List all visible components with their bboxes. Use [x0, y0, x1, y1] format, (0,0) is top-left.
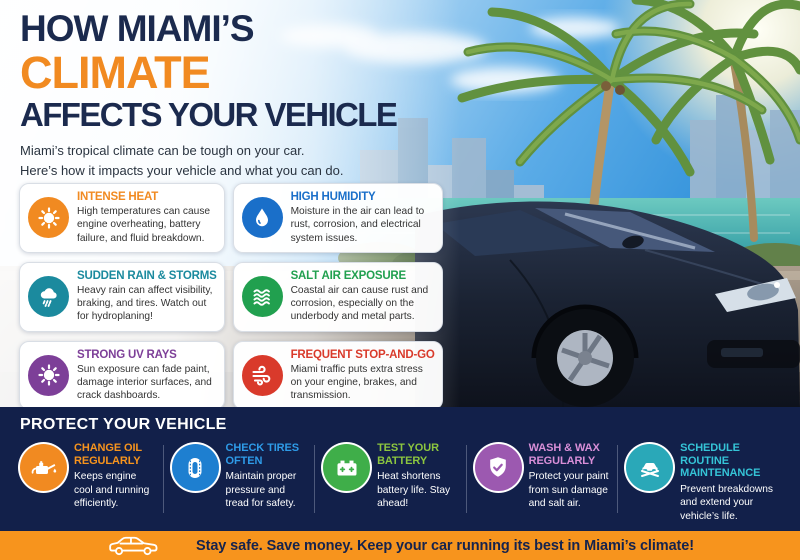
impact-card-title: FREQUENT STOP-AND-GO	[290, 348, 435, 361]
impact-card-text: FREQUENT STOP-AND-GO Miami traffic puts …	[291, 349, 435, 403]
protect-item-title: WASH & WAX REGULARLY	[528, 442, 600, 467]
protect-item-title: TEST YOUR BATTERY	[377, 442, 439, 467]
title-line-2: CLIMATE	[20, 46, 211, 98]
protect-item-change-oil: CHANGE OIL REGULARLY Keeps engine cool a…	[20, 442, 157, 511]
vertical-divider	[617, 445, 619, 514]
protect-item-check-tires: CHECK TIRES OFTEN Maintain proper pressu…	[171, 442, 309, 511]
impact-card-text: STRONG UV RAYS Sun exposure can fade pai…	[77, 349, 217, 403]
protect-item-test-battery: TEST YOUR BATTERY Heat shortens battery …	[323, 442, 460, 511]
impact-card-description: Sun exposure can fade paint, damage inte…	[77, 363, 212, 402]
rain-cloud-icon	[28, 276, 69, 318]
impact-card-stop-and-go: FREQUENT STOP-AND-GO Miami traffic puts …	[232, 340, 443, 411]
protect-item-title: SCHEDULE ROUTINE MAINTENANCE	[680, 442, 761, 480]
protect-item-text: SCHEDULE ROUTINE MAINTENANCE Prevent bre…	[680, 442, 790, 523]
impact-card-description: Heavy rain can affect visibility, brakin…	[77, 284, 213, 323]
impact-card-title: INTENSE HEAT	[77, 191, 159, 203]
impact-card-text: SALT AIR EXPOSURE Coastal air can cause …	[291, 270, 435, 324]
palm-trees	[457, 0, 800, 267]
protect-item-title: CHANGE OIL REGULARLY	[74, 442, 143, 467]
vertical-divider	[314, 445, 316, 514]
impact-card-rain-storms: SUDDEN RAIN & STORMS Heavy rain can affe…	[19, 261, 225, 332]
impact-card-intense-heat: INTENSE HEAT High temperatures can cause…	[19, 183, 225, 253]
protect-item-text: TEST YOUR BATTERY Heat shortens battery …	[377, 442, 460, 511]
impact-card-salt-air: SALT AIR EXPOSURE Coastal air can cause …	[232, 261, 443, 332]
protect-item-wash-wax: WASH & WAX REGULARLY Protect your paint …	[474, 442, 612, 511]
protect-item-description: Protect your paint from sun damage and s…	[528, 471, 609, 510]
impact-card-high-humidity: HIGH HUMIDITY Moisture in the air can le…	[232, 183, 443, 253]
impact-cards: INTENSE HEAT High temperatures can cause…	[19, 183, 443, 411]
tire-icon	[171, 444, 219, 491]
protect-section: PROTECT YOUR VEHICLE CHANGE OIL REGULARL…	[0, 407, 800, 531]
subtitle-line-2: Here’s how it impacts your vehicle and w…	[20, 162, 344, 178]
protect-item-description: Prevent breakdowns and extend your vehic…	[680, 483, 773, 522]
protect-item-title: CHECK TIRES OFTEN	[225, 442, 300, 467]
shield-check-icon	[474, 444, 522, 491]
impact-card-description: High temperatures can cause engine overh…	[77, 206, 211, 244]
car-maintenance-icon	[626, 444, 674, 491]
waves-icon	[241, 276, 283, 318]
title-line-1: HOW MIAMI’S	[20, 8, 255, 49]
uv-sun-icon	[28, 354, 69, 396]
wind-icon	[241, 354, 283, 396]
impact-card-text: SUDDEN RAIN & STORMS Heavy rain can affe…	[77, 270, 217, 324]
impact-card-title: SUDDEN RAIN & STORMS	[77, 269, 217, 282]
impact-card-text: INTENSE HEAT High temperatures can cause…	[77, 191, 217, 245]
impact-card-description: Coastal air can cause rust and corrosion…	[290, 284, 429, 323]
impact-card-uv-rays: STRONG UV RAYS Sun exposure can fade pai…	[19, 340, 225, 411]
protect-item-text: CHECK TIRES OFTEN Maintain proper pressu…	[226, 442, 309, 511]
sun-icon	[28, 197, 69, 239]
protect-heading: PROTECT YOUR VEHICLE	[20, 416, 227, 433]
impact-card-title: SALT AIR EXPOSURE	[290, 269, 407, 282]
battery-icon	[323, 444, 371, 491]
protect-item-text: WASH & WAX REGULARLY Protect your paint …	[529, 442, 612, 511]
water-drop-icon	[241, 197, 283, 239]
protect-item-description: Keeps engine cool and running efficientl…	[74, 471, 150, 510]
impact-card-title: STRONG UV RAYS	[77, 348, 177, 361]
footer-message: Stay safe. Save money. Keep your car run…	[196, 537, 694, 554]
impact-card-title: HIGH HUMIDITY	[290, 191, 376, 203]
car-outline-icon	[109, 536, 158, 555]
subtitle-line-1: Miami’s tropical climate can be tough on…	[20, 143, 305, 159]
subtitle: Miami’s tropical climate can be tough on…	[20, 141, 396, 180]
impact-card-text: HIGH HUMIDITY Moisture in the air can le…	[291, 191, 435, 245]
title-line-3: AFFECTS YOUR VEHICLE	[20, 95, 398, 133]
header: HOW MIAMI’S CLIMATE AFFECTS YOUR VEHICLE…	[20, 8, 398, 180]
protect-item-description: Maintain proper pressure and tread for s…	[225, 471, 297, 510]
protect-item-text: CHANGE OIL REGULARLY Keeps engine cool a…	[74, 442, 157, 511]
oil-can-icon	[20, 444, 67, 491]
impact-card-description: Miami traffic puts extra stress on your …	[290, 363, 423, 402]
vertical-divider	[162, 445, 164, 514]
vertical-divider	[465, 445, 467, 514]
protect-item-maintenance: SCHEDULE ROUTINE MAINTENANCE Prevent bre…	[626, 442, 790, 523]
impact-card-description: Moisture in the air can lead to rust, co…	[290, 206, 425, 244]
protect-items: CHANGE OIL REGULARLY Keeps engine cool a…	[20, 442, 790, 523]
car-illustration	[415, 201, 800, 408]
protect-item-description: Heat shortens battery life. Stay ahead!	[377, 471, 451, 510]
footer-bar: Stay safe. Save money. Keep your car run…	[0, 531, 800, 560]
